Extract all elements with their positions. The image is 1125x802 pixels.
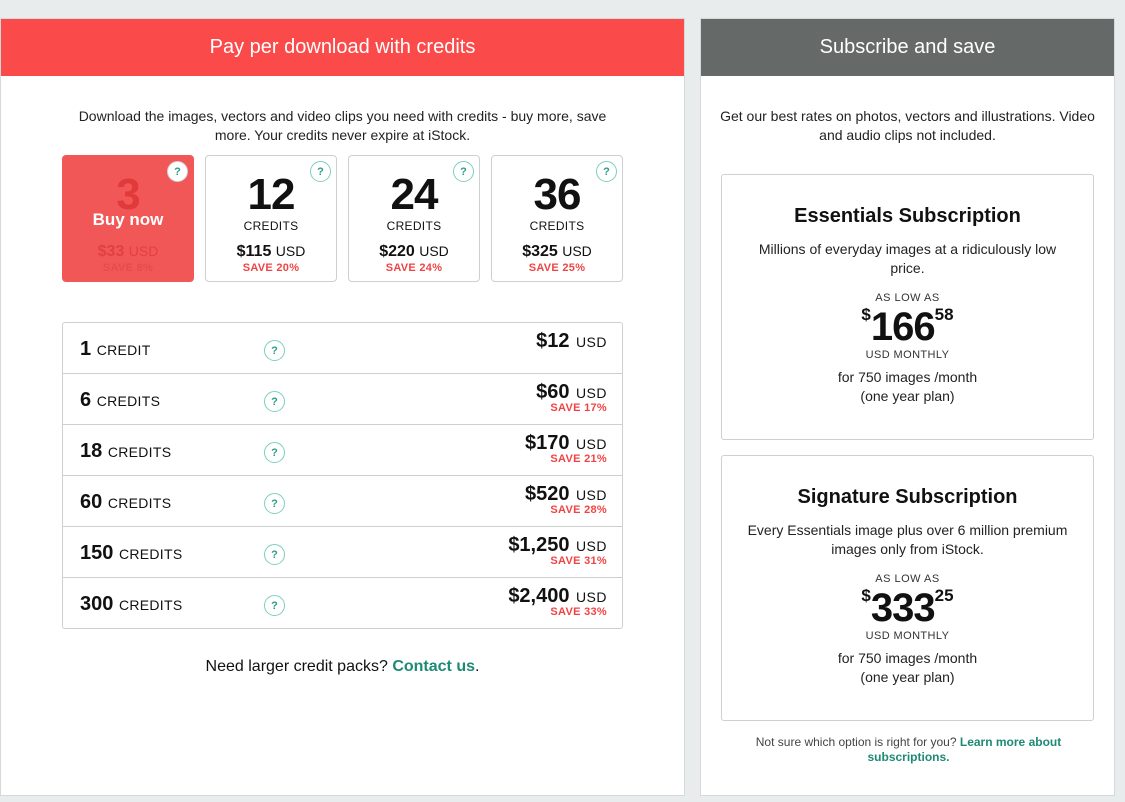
help-icon[interactable]: ? bbox=[264, 391, 285, 412]
essentials-subscription-card[interactable]: Essentials Subscription Millions of ever… bbox=[721, 174, 1094, 440]
pack-savings: SAVE 24% bbox=[385, 262, 443, 274]
help-icon[interactable]: ? bbox=[264, 340, 285, 361]
subscription-description: Every Essentials image plus over 6 milli… bbox=[747, 522, 1068, 557]
contact-us-link[interactable]: Contact us bbox=[392, 658, 475, 675]
as-low-as-label: AS LOW AS bbox=[875, 573, 940, 585]
subscription-header: Subscribe and save bbox=[701, 19, 1114, 76]
contact-text: Need larger credit packs? bbox=[205, 658, 388, 675]
help-icon[interactable]: ? bbox=[264, 493, 285, 514]
pack-price: $115 USD bbox=[236, 243, 306, 260]
credits-intro: Download the images, vectors and video c… bbox=[78, 108, 607, 143]
credit-row-6[interactable]: 6 CREDITS ? $60 USD SAVE 17% bbox=[63, 373, 622, 424]
row-price: $12 USD bbox=[536, 330, 607, 352]
credit-row-60[interactable]: 60 CREDITS ? $520 USD SAVE 28% bbox=[63, 475, 622, 526]
as-low-as-label: AS LOW AS bbox=[875, 292, 940, 304]
contact-line: Need larger credit packs? Contact us. bbox=[205, 658, 480, 675]
pack-credit-unit: CREDITS bbox=[243, 219, 299, 233]
subscription-price: $16658 bbox=[861, 305, 954, 349]
buy-now-button[interactable]: Buy now bbox=[92, 210, 164, 229]
pack-savings: SAVE 8% bbox=[102, 262, 154, 274]
help-icon[interactable]: ? bbox=[596, 161, 617, 182]
learn-more-link[interactable]: Learn more about subscriptions. bbox=[867, 735, 1062, 764]
pack-price: $33 USD bbox=[97, 243, 159, 260]
pack-savings: SAVE 25% bbox=[528, 262, 586, 274]
subscription-terms: for 750 images /month (one year plan) bbox=[837, 650, 978, 685]
pack-credit-count: 24 bbox=[390, 170, 439, 219]
help-icon[interactable]: ? bbox=[453, 161, 474, 182]
help-icon[interactable]: ? bbox=[167, 161, 188, 182]
credit-options-table: 1 CREDIT ? $12 USD 6 CREDITS ? $60 USD S… bbox=[62, 322, 623, 629]
pack-credit-unit: CREDITS bbox=[529, 219, 585, 233]
signature-subscription-card[interactable]: Signature Subscription Every Essentials … bbox=[721, 455, 1094, 721]
subscription-help-note: Not sure which option is right for you? … bbox=[755, 735, 1062, 764]
pack-price: $325 USD bbox=[522, 243, 592, 260]
help-icon[interactable]: ? bbox=[264, 442, 285, 463]
row-savings: SAVE 21% bbox=[550, 453, 607, 465]
subscription-title: Essentials Subscription bbox=[794, 205, 1021, 227]
subscription-terms: for 750 images /month (one year plan) bbox=[837, 369, 978, 404]
help-icon[interactable]: ? bbox=[310, 161, 331, 182]
help-icon[interactable]: ? bbox=[264, 544, 285, 565]
price-period: USD MONTHLY bbox=[865, 349, 950, 361]
credits-panel: Pay per download with credits Download t… bbox=[0, 18, 685, 796]
subscription-price: $33325 bbox=[861, 586, 954, 630]
row-price: $2,400 USD SAVE 33% bbox=[508, 585, 607, 618]
subscription-intro: Get our best rates on photos, vectors an… bbox=[720, 108, 1095, 143]
pack-12-credits[interactable]: 12 CREDITS $115 USD SAVE 20% ? bbox=[205, 155, 337, 282]
price-period: USD MONTHLY bbox=[865, 630, 950, 642]
subscription-title: Signature Subscription bbox=[797, 486, 1018, 508]
row-credit-qty: 300 CREDITS bbox=[80, 593, 183, 615]
subscription-description: Millions of everyday images at a ridicul… bbox=[758, 241, 1057, 276]
pack-credit-unit: CREDITS bbox=[386, 219, 442, 233]
row-credit-qty: 6 CREDITS bbox=[80, 389, 161, 411]
pack-24-credits[interactable]: 24 CREDITS $220 USD SAVE 24% ? bbox=[348, 155, 480, 282]
pack-credit-count: 36 bbox=[533, 170, 582, 219]
pack-credit-count: 12 bbox=[247, 170, 296, 219]
row-price: $60 USD SAVE 17% bbox=[536, 381, 607, 414]
row-price: $1,250 USD SAVE 31% bbox=[508, 534, 607, 567]
row-price: $520 USD SAVE 28% bbox=[524, 483, 607, 516]
pack-3-credits[interactable]: 3 CREDITS $33 USD SAVE 8% Buy now ? bbox=[62, 155, 194, 282]
credit-row-1[interactable]: 1 CREDIT ? $12 USD bbox=[63, 323, 622, 373]
credit-row-150[interactable]: 150 CREDITS ? $1,250 USD SAVE 31% bbox=[63, 526, 622, 577]
credits-header: Pay per download with credits bbox=[1, 19, 684, 76]
credit-packs: 3 CREDITS $33 USD SAVE 8% Buy now ? 12 C… bbox=[62, 155, 623, 282]
row-savings: SAVE 31% bbox=[550, 555, 607, 567]
row-credit-qty: 150 CREDITS bbox=[80, 542, 183, 564]
row-savings: SAVE 33% bbox=[550, 606, 607, 618]
pack-credit-count: 3 bbox=[116, 170, 140, 219]
credit-row-300[interactable]: 300 CREDITS ? $2,400 USD SAVE 33% bbox=[63, 577, 622, 628]
subscription-panel: Subscribe and save Get our best rates on… bbox=[700, 18, 1115, 796]
credit-row-18[interactable]: 18 CREDITS ? $170 USD SAVE 21% bbox=[63, 424, 622, 475]
row-savings: SAVE 28% bbox=[550, 504, 607, 516]
pack-36-credits[interactable]: 36 CREDITS $325 USD SAVE 25% ? bbox=[491, 155, 623, 282]
pack-savings: SAVE 20% bbox=[242, 262, 300, 274]
row-credit-qty: 1 CREDIT bbox=[80, 338, 151, 360]
pack-price: $220 USD bbox=[379, 243, 449, 260]
pack-credit-unit: CREDITS bbox=[100, 219, 156, 233]
row-price: $170 USD SAVE 21% bbox=[524, 432, 607, 465]
row-credit-qty: 18 CREDITS bbox=[80, 440, 172, 462]
row-savings: SAVE 17% bbox=[550, 402, 607, 414]
row-credit-qty: 60 CREDITS bbox=[80, 491, 172, 513]
help-icon[interactable]: ? bbox=[264, 595, 285, 616]
